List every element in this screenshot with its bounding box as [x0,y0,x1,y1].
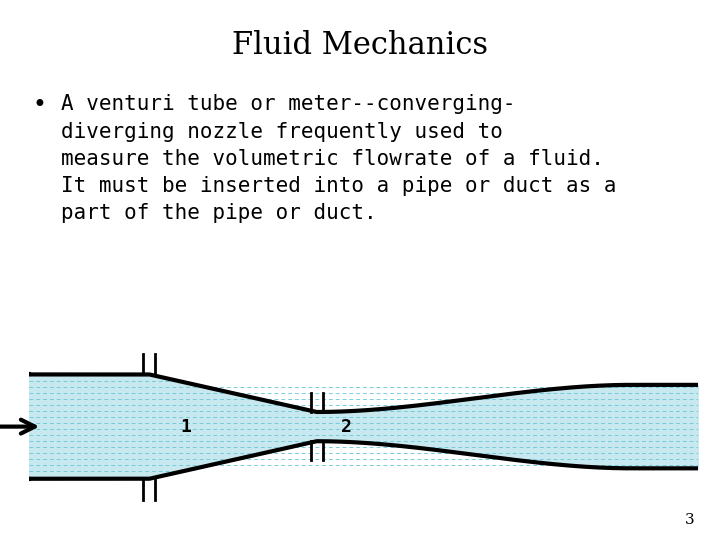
Text: Fluid Mechanics: Fluid Mechanics [232,30,488,60]
Text: 3: 3 [685,512,695,526]
Text: 2: 2 [341,417,352,436]
Text: 1: 1 [181,417,192,436]
Text: A venturi tube or meter--converging-
diverging nozzle frequently used to
measure: A venturi tube or meter--converging- div… [61,94,617,224]
Text: •: • [32,94,47,118]
